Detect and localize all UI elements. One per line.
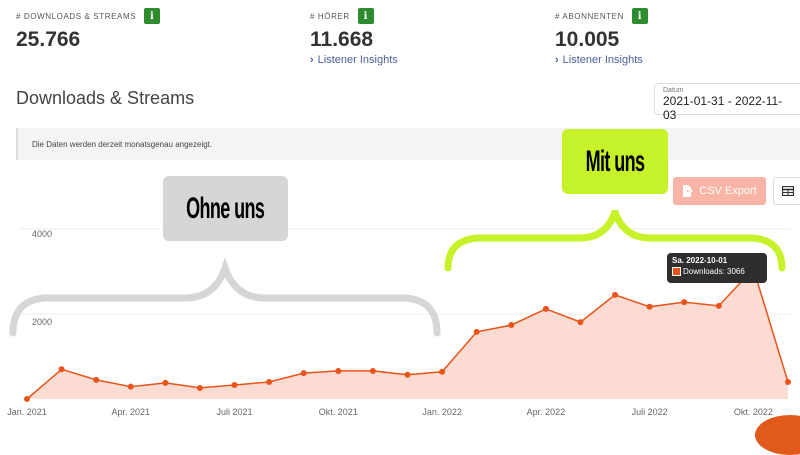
data-point[interactable]	[335, 367, 342, 374]
annotation-text: Ohne uns	[186, 191, 265, 225]
ohne-brace	[9, 256, 441, 337]
date-range-picker[interactable]: Datum 2021-01-31 - 2022-11-03	[654, 83, 800, 122]
data-point[interactable]	[231, 381, 238, 388]
link-label: Listener Insights	[317, 54, 398, 66]
data-point[interactable]	[24, 396, 30, 402]
x-tick-label: Juli 2022	[632, 407, 668, 417]
data-point[interactable]	[646, 303, 653, 310]
x-tick-label: Jan. 2021	[7, 407, 47, 417]
x-tick-label: Apr. 2022	[527, 407, 566, 417]
csv-export-button[interactable]: CSV Export	[673, 177, 766, 205]
stat-value: 25.766	[16, 28, 81, 51]
notice-banner: Die Daten werden derzeit monatsgenau ang…	[16, 128, 800, 160]
x-tick-label: Okt. 2022	[734, 407, 773, 417]
tooltip-row: Downloads: 3066	[672, 267, 762, 276]
stat-downloads: # DOWNLOADS & STREAMS i 25.766	[16, 8, 161, 52]
x-tick-label: Okt. 2021	[319, 407, 358, 417]
chart-tooltip: Sa. 2022-10-01 Downloads: 3066	[667, 253, 767, 283]
date-value: 2021-01-31 - 2022-11-03	[663, 94, 783, 122]
annotation-text: Mit uns	[585, 144, 645, 178]
data-point[interactable]	[473, 328, 480, 335]
data-point[interactable]	[369, 367, 376, 374]
listener-insights-link[interactable]: › Listener Insights	[310, 54, 398, 66]
info-icon[interactable]: i	[357, 8, 374, 24]
data-point[interactable]	[577, 319, 584, 326]
stat-label-row: # ABONNENTEN i	[555, 8, 648, 24]
section-title: Downloads & Streams	[16, 88, 195, 108]
stat-label-row: # HÖRER i	[310, 8, 398, 24]
stat-label: # ABONNENTEN	[555, 11, 624, 21]
info-icon[interactable]: i	[144, 8, 161, 24]
data-point[interactable]	[127, 383, 134, 390]
data-point[interactable]	[404, 371, 411, 378]
stat-abonnenten: # ABONNENTEN i 10.005 › Listener Insight…	[555, 8, 648, 66]
stat-label-row: # DOWNLOADS & STREAMS i	[16, 8, 161, 24]
series-swatch	[672, 267, 681, 276]
stat-hoerer: # HÖRER i 11.668 › Listener Insights	[310, 8, 398, 66]
listener-insights-link[interactable]: › Listener Insights	[555, 54, 648, 66]
data-point[interactable]	[162, 379, 169, 386]
data-point[interactable]	[508, 322, 515, 329]
data-point[interactable]	[439, 368, 446, 375]
area-fill	[27, 268, 788, 399]
tooltip-value: Downloads: 3066	[683, 267, 745, 276]
table-icon	[782, 186, 794, 196]
csv-export-label: CSV Export	[699, 185, 757, 197]
data-point[interactable]	[196, 384, 203, 391]
table-view-button[interactable]	[773, 177, 800, 205]
link-label: Listener Insights	[562, 54, 643, 66]
stat-label: # DOWNLOADS & STREAMS	[16, 11, 137, 21]
x-tick-label: Apr. 2021	[112, 407, 151, 417]
data-point[interactable]	[542, 305, 549, 312]
data-point[interactable]	[266, 379, 273, 385]
svg-text:4000: 4000	[32, 229, 52, 239]
svg-text:2000: 2000	[32, 317, 52, 327]
stat-value: 10.005	[555, 28, 620, 51]
stat-label: # HÖRER	[310, 11, 350, 21]
stat-value: 11.668	[310, 28, 374, 51]
downloads-chart: 4000 2000 Jan. 2021 Apr. 2021 Juli 2021 Okt…	[7, 210, 791, 417]
file-export-icon	[683, 185, 694, 197]
date-label: Datum	[663, 87, 684, 94]
y-axis-labels: 4000 2000	[32, 229, 52, 327]
info-icon[interactable]: i	[632, 8, 648, 24]
x-tick-label: Jan. 2022	[422, 407, 462, 417]
x-tick-label: Juli 2021	[217, 407, 253, 417]
mit-brace	[444, 210, 786, 272]
data-point[interactable]	[612, 291, 619, 298]
annotation-mit-uns: Mit uns	[562, 129, 668, 194]
chevron-right-icon: ›	[555, 54, 559, 66]
data-point[interactable]	[681, 299, 688, 306]
data-point[interactable]	[715, 302, 722, 309]
tooltip-date: Sa. 2022-10-01	[672, 256, 728, 265]
annotation-ohne-uns: Ohne uns	[163, 176, 288, 241]
x-axis-labels: Jan. 2021 Apr. 2021 Juli 2021 Okt. 2021 Jan.…	[7, 407, 773, 417]
data-point[interactable]	[93, 376, 100, 383]
chevron-right-icon: ›	[310, 54, 314, 66]
data-point[interactable]	[785, 379, 791, 385]
data-point[interactable]	[300, 370, 307, 377]
data-point[interactable]	[58, 366, 65, 373]
